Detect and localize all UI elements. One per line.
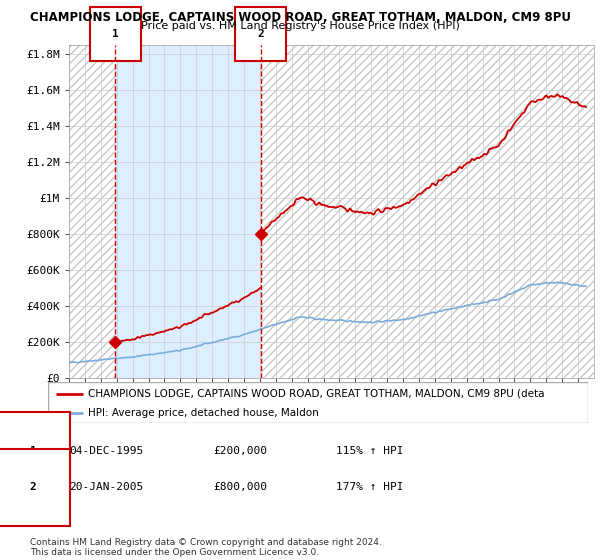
- Text: £200,000: £200,000: [213, 446, 267, 456]
- Text: Price paid vs. HM Land Registry's House Price Index (HPI): Price paid vs. HM Land Registry's House …: [140, 21, 460, 31]
- Text: Contains HM Land Registry data © Crown copyright and database right 2024.
This d: Contains HM Land Registry data © Crown c…: [30, 538, 382, 557]
- Bar: [261, 45, 594, 378]
- Bar: [69, 45, 115, 378]
- Text: 04-DEC-1995: 04-DEC-1995: [69, 446, 143, 456]
- Text: HPI: Average price, detached house, Maldon: HPI: Average price, detached house, Mald…: [89, 408, 319, 418]
- Text: 2: 2: [29, 482, 37, 492]
- Text: 115% ↑ HPI: 115% ↑ HPI: [336, 446, 404, 456]
- Bar: [115, 45, 261, 378]
- Text: 20-JAN-2005: 20-JAN-2005: [69, 482, 143, 492]
- Text: 177% ↑ HPI: 177% ↑ HPI: [336, 482, 404, 492]
- Text: CHAMPIONS LODGE, CAPTAINS WOOD ROAD, GREAT TOTHAM, MALDON, CM9 8PU (deta: CHAMPIONS LODGE, CAPTAINS WOOD ROAD, GRE…: [89, 389, 545, 399]
- Text: 1: 1: [29, 446, 37, 456]
- Text: £800,000: £800,000: [213, 482, 267, 492]
- Text: CHAMPIONS LODGE, CAPTAINS WOOD ROAD, GREAT TOTHAM, MALDON, CM9 8PU: CHAMPIONS LODGE, CAPTAINS WOOD ROAD, GRE…: [29, 11, 571, 24]
- Text: 1: 1: [112, 29, 119, 39]
- Text: 2: 2: [257, 29, 264, 39]
